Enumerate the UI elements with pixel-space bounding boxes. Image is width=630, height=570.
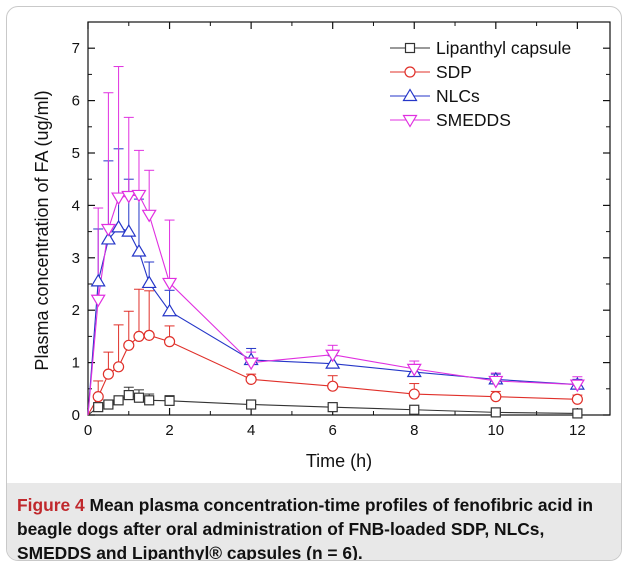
data-point-sdp [112,361,125,373]
data-point-smedds [243,357,259,371]
y-tick-label: 7 [72,40,80,57]
data-point-sdp [408,388,420,400]
caption-band: Figure 4 Mean plasma concentration-time … [7,483,621,560]
data-point-lipanthyl-capsule [164,395,175,406]
plot-frame [87,21,611,416]
data-point-lipanthyl-capsule [490,407,501,418]
data-point-nlcs [141,275,157,289]
data-point-smedds [111,192,127,206]
legend-label-sdp: SDP [436,62,472,82]
data-point-lipanthyl-capsule [103,399,114,410]
series-markers [90,189,585,419]
data-point-sdp [102,368,114,380]
y-axis-title: Plasma concentration of FA (ug/ml) [32,90,52,370]
figure-frame: Figure 4 Mean plasma concentration-time … [6,6,622,561]
legend-marker-nlcs [402,88,418,102]
x-tick-label: 0 [84,422,92,439]
legend: Lipanthyl capsule SDP NLCs SMEDDS [390,38,571,130]
x-axis-title: Time (h) [306,451,372,471]
data-point-nlcs [162,303,178,317]
data-point-lipanthyl-capsule [327,402,338,413]
y-tick-label: 0 [72,407,80,424]
x-tick-label: 2 [165,422,173,439]
x-tick-label: 4 [247,422,255,439]
legend-label-smedds: SMEDDS [436,110,511,130]
x-tick-label: 8 [410,422,418,439]
caption-text: Mean plasma concentration-time profiles … [17,495,593,561]
data-point-sdp [490,391,502,403]
data-point-sdp [92,391,104,403]
data-point-lipanthyl-capsule [409,404,420,415]
data-point-sdp [123,339,135,351]
data-point-nlcs [121,223,137,237]
data-point-smedds [406,363,422,377]
data-point-sdp [245,373,257,385]
y-tick-label: 4 [72,197,80,214]
y-tick-label: 5 [72,145,80,162]
y-tick-label: 2 [72,302,80,319]
x-tick-label: 12 [569,422,586,439]
data-point-lipanthyl-capsule [93,402,104,413]
figure-caption: Figure 4 Mean plasma concentration-time … [17,493,609,561]
data-point-lipanthyl-capsule [246,399,257,410]
data-point-smedds [90,294,106,308]
data-point-lipanthyl-capsule [144,395,155,406]
data-point-nlcs [131,243,147,257]
data-point-sdp [163,336,176,348]
data-point-sdp [143,329,155,341]
data-point-nlcs [111,219,127,233]
data-point-sdp [133,330,145,342]
data-point-smedds [325,349,341,363]
x-tick-label: 6 [329,422,337,439]
data-point-smedds [131,189,147,203]
legend-marker-sdp [404,66,416,78]
legend-label-lipanthyl-capsule: Lipanthyl capsule [436,38,571,58]
data-point-smedds [162,277,178,291]
data-point-smedds [100,223,116,237]
data-point-nlcs [90,273,106,287]
data-point-sdp [571,393,583,405]
y-tick-label: 6 [72,93,80,110]
data-point-smedds [569,379,585,393]
data-point-sdp [327,380,339,392]
y-tick-label: 1 [72,355,80,372]
y-tick-label: 3 [72,250,80,267]
data-point-lipanthyl-capsule [113,395,124,406]
data-point-smedds [121,190,137,204]
data-point-nlcs [100,231,116,245]
legend-marker-smedds [402,114,418,128]
legend-label-nlcs: NLCs [436,86,480,106]
data-point-lipanthyl-capsule [133,392,145,403]
data-point-nlcs [325,355,341,369]
legend-marker-lipanthyl-capsule [404,42,416,54]
x-tick-label: 10 [487,422,504,439]
data-point-smedds [488,375,504,389]
data-point-smedds [141,209,157,223]
figure-label: Figure 4 [17,495,85,515]
data-point-lipanthyl-capsule [572,408,583,419]
data-point-lipanthyl-capsule [123,389,134,401]
